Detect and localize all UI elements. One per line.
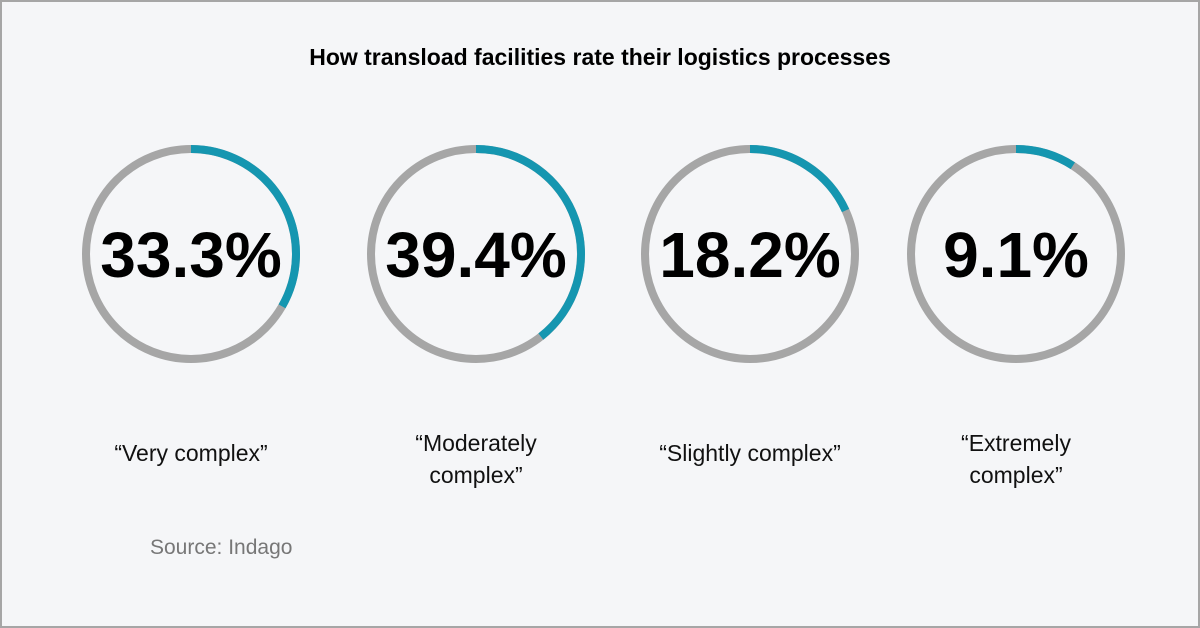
chart-title: How transload facilities rate their logi… [309,44,891,70]
ring-progress-arc [749,145,850,213]
value-label: 9.1% [943,219,1089,291]
category-label: “Very complex” [71,437,311,469]
category-label-line: complex” [969,462,1063,488]
category-label: “Slightly complex” [630,437,870,469]
category-label: “Extremely complex” [896,427,1136,491]
category-label-line: complex” [429,462,523,488]
ring-progress-arc [190,145,300,309]
ring-1: 39.4% [367,145,585,363]
ring-2: 18.2% [641,145,859,363]
ring-0: 33.3% [82,145,300,363]
ring-progress-arc [475,145,585,340]
category-label-line: “Very complex” [114,440,268,466]
value-label: 39.4% [385,219,566,291]
category-label-line: “Moderately [415,430,537,456]
category-label-line: “Extremely [961,430,1071,456]
category-label: “Moderately complex” [356,427,596,491]
value-label: 33.3% [100,219,281,291]
source-note: Source: Indago [150,536,293,559]
ring-progress-arc [1015,145,1075,170]
value-label: 18.2% [659,219,840,291]
category-label-line: “Slightly complex” [659,440,841,466]
ring-3: 9.1% [907,145,1125,363]
